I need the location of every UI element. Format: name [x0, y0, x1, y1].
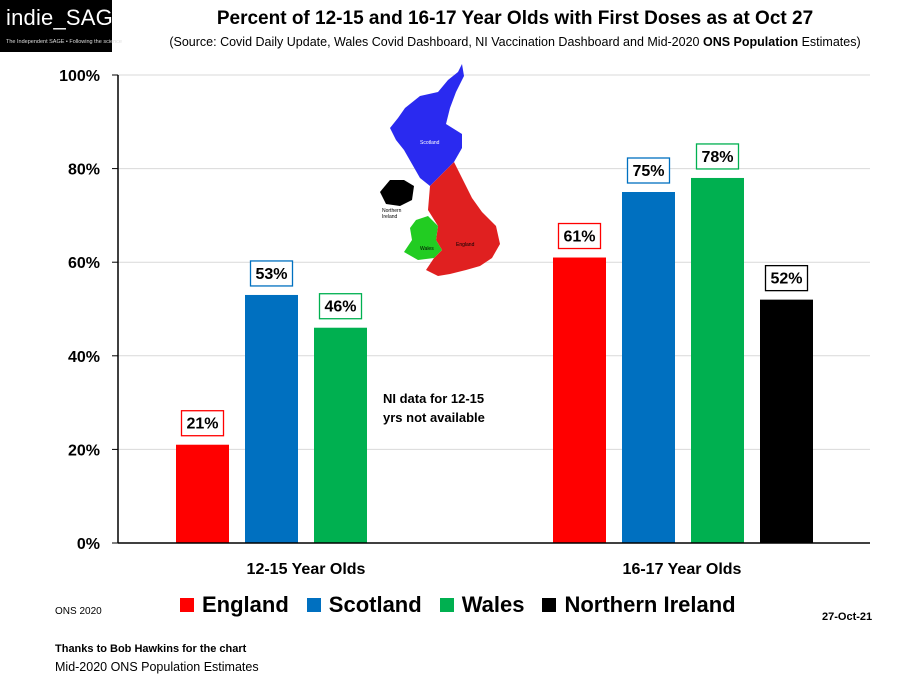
data-label-box: [695, 143, 740, 170]
date-label: 27-Oct-21: [822, 611, 873, 623]
data-label: 46%: [324, 299, 356, 316]
legend-item-scotland: Scotland: [306, 592, 422, 618]
map-northern-ireland: [380, 180, 414, 206]
legend-swatch: [180, 598, 194, 612]
subtitle-bold: ONS Population: [702, 35, 799, 49]
thanks-note: Thanks to Bob Hawkins for the chart: [55, 643, 247, 655]
y-tick-label: 20%: [68, 442, 100, 459]
subtitle-post: Estimates): [798, 35, 861, 49]
data-label-box: [249, 260, 294, 287]
source-note: Mid-2020 ONS Population Estimates: [55, 660, 259, 674]
legend-label: England: [202, 592, 289, 617]
data-label-box: [318, 293, 363, 320]
map-england: [426, 162, 500, 276]
y-tick-label: 40%: [68, 349, 100, 366]
y-axis-ticks: 0% 20% 40% 60% 80% 100%: [59, 68, 118, 553]
bar-wales: [691, 177, 744, 543]
map-label-scotland: Scotland: [420, 140, 440, 146]
axes: [117, 75, 870, 544]
y-tick-label: 60%: [68, 255, 100, 272]
data-label: 75%: [632, 163, 664, 180]
bar-wales: [314, 327, 367, 543]
data-label: 78%: [701, 149, 733, 166]
map-scotland: [390, 64, 464, 186]
map-label-northern-ireland: Northern Ireland: [382, 208, 402, 220]
data-label-box: [764, 264, 809, 292]
x-category-label: 16-17 Year Olds: [623, 561, 742, 578]
ni-annotation: NI data for 12-15 yrs not available: [383, 391, 485, 425]
map-label-wales: Wales: [420, 246, 434, 252]
bars: 21% 53% 46% 61% 75% 78% 52%: [176, 143, 813, 543]
legend-label: Northern Ireland: [564, 592, 736, 617]
y-tick-label: 100%: [59, 68, 100, 85]
data-label: 61%: [563, 229, 595, 246]
bar-scotland: [622, 192, 675, 543]
bar-england: [553, 257, 606, 543]
bar-scotland: [245, 294, 298, 543]
map-wales: [404, 216, 442, 260]
legend-label: Scotland: [328, 592, 422, 617]
ons-label: ONS 2020: [55, 606, 102, 617]
legend-label: Wales: [461, 592, 525, 617]
data-label-box: [557, 222, 602, 250]
y-tick-label: 0%: [77, 536, 100, 553]
map-label-england: England: [456, 242, 475, 248]
indie-sage-logo: indie_SAGE The Independent SAGE • Follow…: [0, 0, 128, 52]
legend-swatch: [439, 598, 454, 612]
legend-swatch: [306, 598, 321, 612]
x-category-label: 12-15 Year Olds: [247, 561, 366, 578]
legend: England Scotland Wales Northern Ireland: [180, 592, 780, 618]
data-label-box: [626, 157, 671, 184]
bar-england: [176, 444, 229, 543]
subtitle-pre: (Source: Covid Daily Update, Wales Covid…: [169, 35, 703, 49]
legend-item-wales: Wales: [439, 592, 525, 618]
chart-title: Percent of 12-15 and 16-17 Year Olds wit…: [216, 8, 814, 29]
gridlines: [118, 74, 870, 450]
logo-name: indie_SAGE: [6, 5, 128, 30]
chart-subtitle: (Source: Covid Daily Update, Wales Covid…: [120, 35, 910, 49]
y-tick-label: 80%: [68, 162, 100, 179]
data-label: 21%: [186, 416, 218, 433]
legend-item-england: England: [180, 592, 289, 618]
uk-map: Scotland Northern Ireland Wales England: [380, 64, 500, 276]
bar-northern-ireland: [760, 299, 813, 543]
x-axis-labels: 12-15 Year Olds 16-17 Year Olds: [247, 561, 742, 578]
data-label-box: [180, 410, 225, 437]
data-label: 52%: [770, 271, 802, 288]
legend-item-northern-ireland: Northern Ireland: [542, 592, 736, 618]
data-label: 53%: [255, 266, 287, 283]
logo-tagline: The Independent SAGE • Following the sci…: [6, 39, 122, 45]
legend-swatch: [542, 598, 557, 612]
